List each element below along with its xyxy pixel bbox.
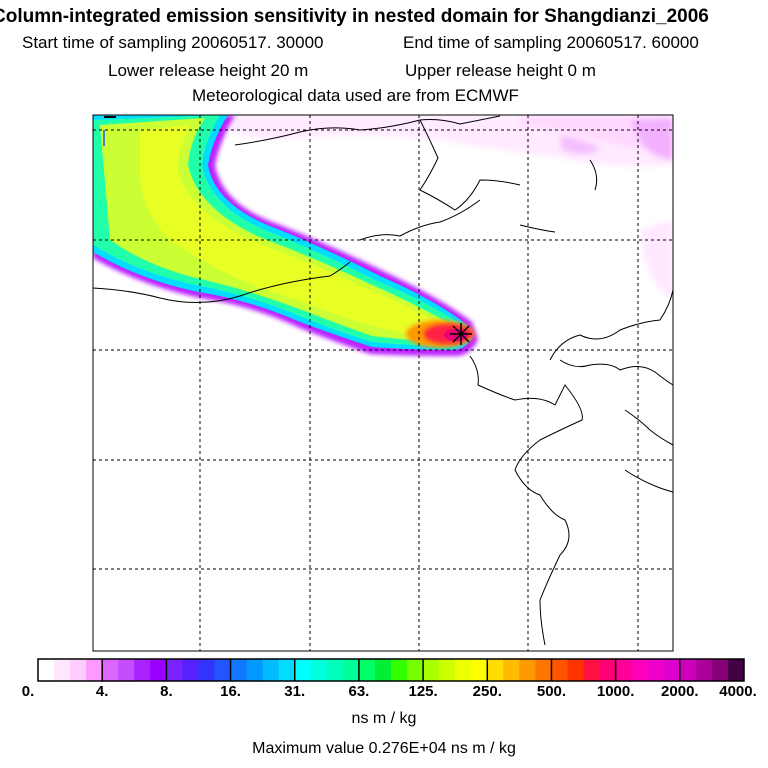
colorbar-tick-label: 1000. (596, 683, 635, 700)
colorbar-tick-label: 500. (536, 683, 567, 700)
colorbar-tick-label: 125. (408, 683, 438, 700)
coastlines (92, 115, 674, 646)
colorbar-tick-label: 0. (21, 683, 35, 700)
colorbar-tick-label: 31. (284, 683, 306, 700)
colorbar-tick-label: 16. (220, 683, 241, 700)
maximum-value-label: Maximum value 0.276E+04 ns m / kg (252, 740, 516, 757)
lower-release-label: Lower release height 20 m (108, 61, 309, 80)
corner-marker (103, 116, 116, 146)
colorbar-tick-label: 63. (348, 683, 370, 700)
colorbar-tick-label: 250. (472, 683, 502, 700)
plot-title-text: Column-integrated emission sensitivity i… (0, 6, 709, 27)
graticule (93, 115, 673, 651)
plume-yellow-green (100, 118, 458, 342)
end-time-label: End time of sampling 20060517. 60000 (403, 33, 699, 52)
receptor-marker (450, 323, 472, 345)
colorbar-tick-label: 8. (160, 683, 173, 700)
map-frame (92, 114, 674, 652)
plot-title: Column-integrated emission sensitivity i… (0, 1, 768, 31)
colorbar-units: ns m / kg (351, 710, 417, 727)
upper-release-label: Upper release height 0 m (405, 61, 596, 80)
met-data-label: Meteorological data used are from ECMWF (192, 86, 519, 105)
colorbar-tick-label: 2000. (661, 683, 699, 700)
start-time-label: Start time of sampling 20060517. 30000 (22, 33, 324, 52)
colorbar-tick-label: 4. (95, 683, 109, 700)
colorbar-tick-label: 4000. (719, 683, 757, 700)
